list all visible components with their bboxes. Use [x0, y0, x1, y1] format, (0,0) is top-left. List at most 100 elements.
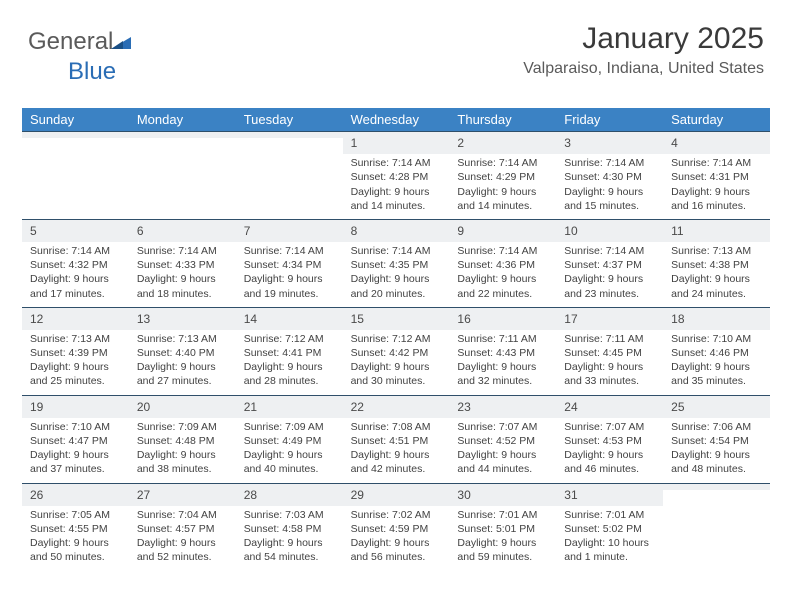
day-content: Sunrise: 7:04 AMSunset: 4:57 PMDaylight:… [129, 506, 236, 571]
calendar-cell: 9Sunrise: 7:14 AMSunset: 4:36 PMDaylight… [449, 219, 556, 307]
calendar-cell: 12 Sunrise: 7:13 AMSunset: 4:39 PMDayligh… [22, 307, 129, 395]
day-content: Sunrise: 7:02 AMSunset: 4:59 PMDaylight:… [343, 506, 450, 571]
sunrise-line: Sunrise: 7:02 AM [351, 508, 442, 522]
day-number: 1 [351, 136, 358, 150]
day-number-row: 20 [129, 395, 236, 418]
day-number: 7 [244, 224, 251, 238]
daylight-line: Daylight: 9 hours and 14 minutes. [457, 185, 548, 213]
daylight-line: Daylight: 9 hours and 54 minutes. [244, 536, 335, 564]
calendar-header-cell: Wednesday [343, 108, 450, 131]
day-number-row: 12 [22, 307, 129, 330]
calendar-cell: 31Sunrise: 7:01 AMSunset: 5:02 PMDayligh… [556, 483, 663, 571]
day-number-row: 22 [343, 395, 450, 418]
day-content: Sunrise: 7:13 AMSunset: 4:40 PMDaylight:… [129, 330, 236, 395]
day-number: 22 [351, 400, 364, 414]
day-number-row: 29 [343, 483, 450, 506]
calendar-cell: 6Sunrise: 7:14 AMSunset: 4:33 PMDaylight… [129, 219, 236, 307]
day-number: 31 [564, 488, 577, 502]
daylight-line: Daylight: 9 hours and 27 minutes. [137, 360, 228, 388]
sunrise-line: Sunrise: 7:10 AM [30, 420, 121, 434]
day-number: 9 [457, 224, 464, 238]
calendar-header-cell: Saturday [663, 108, 770, 131]
calendar-header-cell: Thursday [449, 108, 556, 131]
calendar-header-row: SundayMondayTuesdayWednesdayThursdayFrid… [22, 108, 770, 131]
day-number-row: 9 [449, 219, 556, 242]
sunrise-line: Sunrise: 7:09 AM [137, 420, 228, 434]
day-number: 3 [564, 136, 571, 150]
calendar-cell: 14Sunrise: 7:12 AMSunset: 4:41 PMDayligh… [236, 307, 343, 395]
calendar-header-cell: Tuesday [236, 108, 343, 131]
daylight-line: Daylight: 9 hours and 14 minutes. [351, 185, 442, 213]
day-content: Sunrise: 7:07 AMSunset: 4:53 PMDaylight:… [556, 418, 663, 483]
day-content: Sunrise: 7:13 AMSunset: 4:39 PMDaylight:… [22, 330, 129, 395]
sunset-line: Sunset: 4:47 PM [30, 434, 121, 448]
calendar-cell: 2Sunrise: 7:14 AMSunset: 4:29 PMDaylight… [449, 131, 556, 219]
day-number-row: 13 [129, 307, 236, 330]
sunset-line: Sunset: 4:54 PM [671, 434, 762, 448]
calendar-cell: 10Sunrise: 7:14 AMSunset: 4:37 PMDayligh… [556, 219, 663, 307]
day-number: 5 [30, 224, 37, 238]
day-number: 12 [30, 312, 43, 326]
daylight-line: Daylight: 9 hours and 50 minutes. [30, 536, 121, 564]
sunrise-line: Sunrise: 7:14 AM [244, 244, 335, 258]
sunrise-line: Sunrise: 7:11 AM [457, 332, 548, 346]
calendar-header-cell: Sunday [22, 108, 129, 131]
day-content: Sunrise: 7:14 AMSunset: 4:34 PMDaylight:… [236, 242, 343, 307]
day-number-row: 1 [343, 131, 450, 154]
calendar-cell: 7 Sunrise: 7:14 AMSunset: 4:34 PMDaylight… [236, 219, 343, 307]
sunset-line: Sunset: 4:31 PM [671, 170, 762, 184]
sunset-line: Sunset: 4:38 PM [671, 258, 762, 272]
sunset-line: Sunset: 4:45 PM [564, 346, 655, 360]
sunset-line: Sunset: 4:58 PM [244, 522, 335, 536]
sunset-line: Sunset: 4:49 PM [244, 434, 335, 448]
calendar-cell [22, 131, 129, 219]
sunset-line: Sunset: 5:01 PM [457, 522, 548, 536]
calendar-cell [129, 131, 236, 219]
sunset-line: Sunset: 4:34 PM [244, 258, 335, 272]
calendar-cell: 19Sunrise: 7:10 AMSunset: 4:47 PMDayligh… [22, 395, 129, 483]
day-number-row: 17 [556, 307, 663, 330]
day-content: Sunrise: 7:14 AMSunset: 4:28 PMDaylight:… [343, 154, 450, 219]
daylight-line: Daylight: 9 hours and 38 minutes. [137, 448, 228, 476]
calendar: SundayMondayTuesdayWednesdayThursdayFrid… [22, 108, 770, 570]
day-number-row: 31 [556, 483, 663, 506]
daylight-line: Daylight: 9 hours and 52 minutes. [137, 536, 228, 564]
daylight-line: Daylight: 9 hours and 32 minutes. [457, 360, 548, 388]
day-content: Sunrise: 7:14 AMSunset: 4:31 PMDaylight:… [663, 154, 770, 219]
day-number: 15 [351, 312, 364, 326]
logo-text-general: General [28, 28, 113, 55]
daylight-line: Daylight: 9 hours and 28 minutes. [244, 360, 335, 388]
calendar-cell: 3Sunrise: 7:14 AMSunset: 4:30 PMDaylight… [556, 131, 663, 219]
sunset-line: Sunset: 4:35 PM [351, 258, 442, 272]
logo-text-blue: Blue [68, 58, 116, 85]
day-number-row: 16 [449, 307, 556, 330]
day-number-row: 6 [129, 219, 236, 242]
day-number-row: 4 [663, 131, 770, 154]
day-number-row: 10 [556, 219, 663, 242]
calendar-body: 1 Sunrise: 7:14 AMSunset: 4:28 PMDaylight… [22, 131, 770, 570]
day-number-row: 30 [449, 483, 556, 506]
sunrise-line: Sunrise: 7:01 AM [564, 508, 655, 522]
sunset-line: Sunset: 4:46 PM [671, 346, 762, 360]
calendar-cell: 15Sunrise: 7:12 AMSunset: 4:42 PMDayligh… [343, 307, 450, 395]
daylight-line: Daylight: 9 hours and 24 minutes. [671, 272, 762, 300]
day-number: 16 [457, 312, 470, 326]
day-number: 14 [244, 312, 257, 326]
day-number-row: 14 [236, 307, 343, 330]
calendar-cell: 5Sunrise: 7:14 AMSunset: 4:32 PMDaylight… [22, 219, 129, 307]
calendar-cell: 23Sunrise: 7:07 AMSunset: 4:52 PMDayligh… [449, 395, 556, 483]
day-content: Sunrise: 7:09 AMSunset: 4:49 PMDaylight:… [236, 418, 343, 483]
day-number-row: 11 [663, 219, 770, 242]
sunrise-line: Sunrise: 7:14 AM [564, 244, 655, 258]
sunset-line: Sunset: 5:02 PM [564, 522, 655, 536]
sunset-line: Sunset: 4:39 PM [30, 346, 121, 360]
day-number: 17 [564, 312, 577, 326]
sunset-line: Sunset: 4:57 PM [137, 522, 228, 536]
sunrise-line: Sunrise: 7:10 AM [671, 332, 762, 346]
day-number: 8 [351, 224, 358, 238]
sunrise-line: Sunrise: 7:14 AM [351, 244, 442, 258]
day-number-row: 8 [343, 219, 450, 242]
calendar-cell: 28Sunrise: 7:03 AMSunset: 4:58 PMDayligh… [236, 483, 343, 571]
day-number: 21 [244, 400, 257, 414]
calendar-cell: 1 Sunrise: 7:14 AMSunset: 4:28 PMDaylight… [343, 131, 450, 219]
